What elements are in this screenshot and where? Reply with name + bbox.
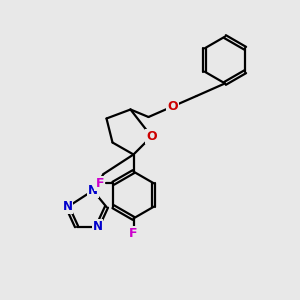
Text: N: N: [62, 200, 73, 214]
Text: N: N: [88, 184, 98, 197]
Text: O: O: [167, 100, 178, 113]
Text: F: F: [129, 227, 138, 240]
Text: N: N: [92, 220, 103, 233]
Text: F: F: [95, 177, 104, 190]
Text: O: O: [146, 130, 157, 143]
